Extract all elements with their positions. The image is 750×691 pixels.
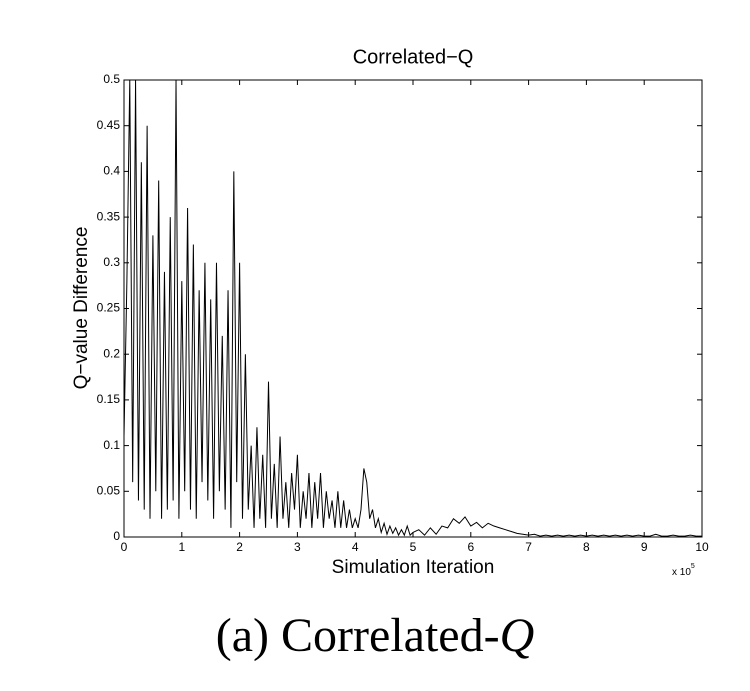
y-tick-label: 0.5 [103,72,120,86]
x-multiplier-exponent: 5 [691,563,695,570]
x-tick-label: 5 [410,540,417,554]
caption-text: (a) Correlated- [216,609,500,662]
x-tick-label: 3 [294,540,301,554]
x-tick-label: 4 [352,540,359,554]
caption: (a) Correlated-Q [216,609,535,662]
y-tick-label: 0.2 [103,346,120,360]
y-tick-label: 0.25 [97,301,121,315]
y-tick-label: 0.05 [97,483,121,497]
y-tick-label: 0.3 [103,255,120,269]
x-tick-label: 10 [695,540,709,554]
x-tick-label: 7 [525,540,532,554]
y-tick-label: 0.1 [103,438,120,452]
x-tick-label: 1 [178,540,185,554]
y-axis-label: Q−value Difference [71,227,92,390]
x-tick-label: 9 [641,540,648,554]
y-tick-label: 0.35 [97,209,121,223]
y-tick-label: 0.4 [103,164,120,178]
x-tick-label: 6 [467,540,474,554]
caption-italic: Q [500,609,535,662]
x-axis-label: Simulation Iteration [332,557,495,578]
x-multiplier: x 105 [672,563,695,578]
x-multiplier-base: x 10 [672,567,691,578]
chart-title: Correlated−Q [353,46,474,68]
y-tick-label: 0.45 [97,118,121,132]
y-tick-label: 0.15 [97,392,121,406]
data-line [123,79,702,537]
x-tick-label: 8 [583,540,590,554]
x-tick-label: 0 [121,540,128,554]
x-tick-label: 2 [236,540,243,554]
y-tick-label: 0 [113,529,120,543]
